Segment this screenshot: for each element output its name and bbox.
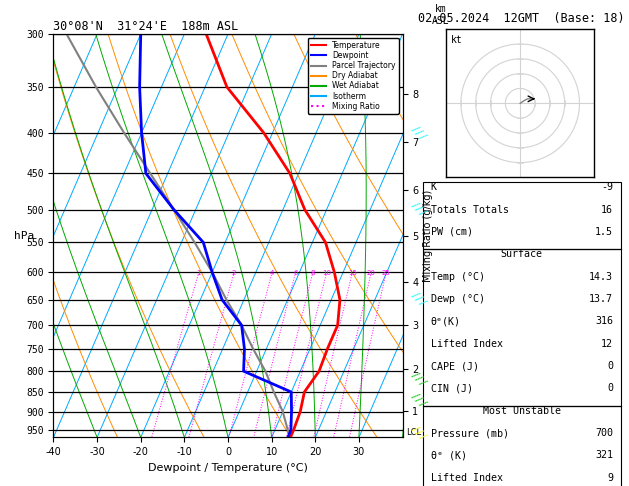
- Text: 2: 2: [232, 270, 237, 276]
- Text: Dewp (°C): Dewp (°C): [431, 294, 484, 304]
- Text: 4: 4: [270, 270, 274, 276]
- Text: 20: 20: [367, 270, 376, 276]
- Text: ///: ///: [409, 424, 428, 444]
- Text: 1: 1: [197, 270, 201, 276]
- Text: PW (cm): PW (cm): [431, 227, 472, 237]
- Text: Most Unstable: Most Unstable: [482, 406, 561, 416]
- Text: ///: ///: [409, 123, 428, 143]
- Legend: Temperature, Dewpoint, Parcel Trajectory, Dry Adiabat, Wet Adiabat, Isotherm, Mi: Temperature, Dewpoint, Parcel Trajectory…: [308, 38, 399, 114]
- Text: ///: ///: [409, 390, 428, 410]
- Text: 316: 316: [595, 316, 613, 326]
- Text: K: K: [431, 182, 437, 192]
- Text: 12: 12: [601, 339, 613, 348]
- Text: CIN (J): CIN (J): [431, 383, 472, 393]
- Text: Lifted Index: Lifted Index: [431, 339, 503, 348]
- Text: θᵉ(K): θᵉ(K): [431, 316, 460, 326]
- Text: ///: ///: [409, 290, 428, 310]
- Bar: [423, 406, 621, 486]
- Text: 8: 8: [311, 270, 315, 276]
- Text: 10: 10: [322, 270, 331, 276]
- Text: 6: 6: [293, 270, 298, 276]
- Text: Pressure (mb): Pressure (mb): [431, 428, 509, 438]
- Text: 9: 9: [607, 473, 613, 483]
- X-axis label: Dewpoint / Temperature (°C): Dewpoint / Temperature (°C): [148, 463, 308, 473]
- Bar: [423, 182, 621, 249]
- Text: Lifted Index: Lifted Index: [431, 473, 503, 483]
- Text: 15: 15: [348, 270, 357, 276]
- Text: θᵉ (K): θᵉ (K): [431, 451, 467, 460]
- Text: 0: 0: [607, 361, 613, 371]
- Text: 321: 321: [595, 451, 613, 460]
- Text: CAPE (J): CAPE (J): [431, 361, 479, 371]
- Text: 16: 16: [601, 205, 613, 215]
- Text: 02.05.2024  12GMT  (Base: 18): 02.05.2024 12GMT (Base: 18): [418, 12, 625, 25]
- Text: km
ASL: km ASL: [432, 4, 450, 26]
- Bar: [423, 249, 621, 406]
- Y-axis label: Mixing Ratio (g/kg): Mixing Ratio (g/kg): [423, 190, 433, 282]
- Text: 0: 0: [607, 383, 613, 393]
- Text: 13.7: 13.7: [589, 294, 613, 304]
- Text: Temp (°C): Temp (°C): [431, 272, 484, 281]
- Text: Surface: Surface: [501, 249, 543, 260]
- Text: 700: 700: [595, 428, 613, 438]
- Text: -9: -9: [601, 182, 613, 192]
- Text: Totals Totals: Totals Totals: [431, 205, 509, 215]
- Text: kt: kt: [450, 35, 462, 45]
- Text: hPa: hPa: [14, 231, 34, 241]
- Text: LCL: LCL: [406, 428, 421, 436]
- Text: 14.3: 14.3: [589, 272, 613, 281]
- Text: ///: ///: [409, 370, 428, 389]
- Text: ///: ///: [409, 200, 428, 219]
- Text: 25: 25: [382, 270, 391, 276]
- Text: 1.5: 1.5: [595, 227, 613, 237]
- Text: 30°08'N  31°24'E  188m ASL: 30°08'N 31°24'E 188m ASL: [53, 20, 239, 33]
